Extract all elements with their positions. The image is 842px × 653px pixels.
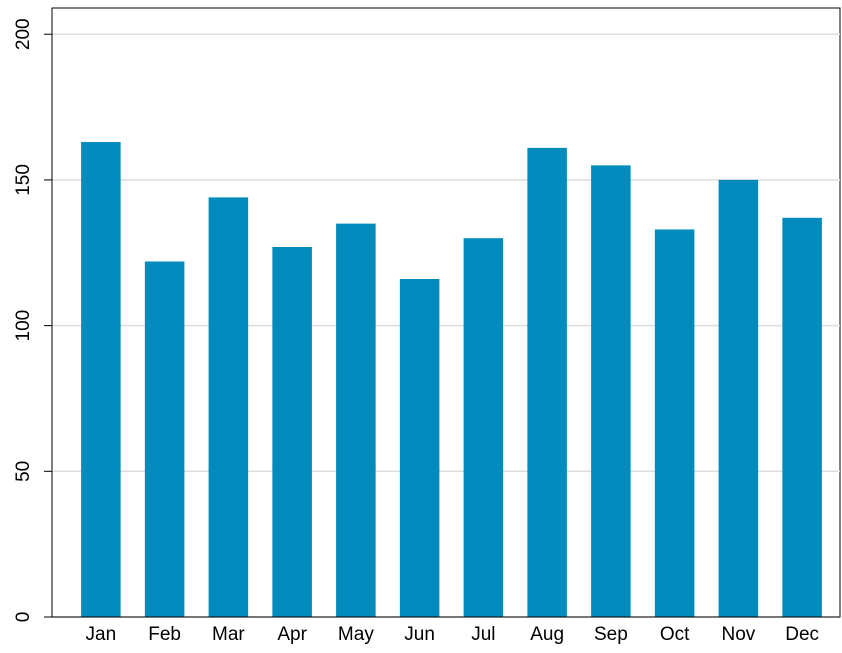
y-tick-label: 200 — [13, 18, 34, 50]
x-tick-label: Dec — [785, 624, 819, 645]
bar — [336, 223, 376, 617]
x-tick-label: Jun — [404, 624, 435, 645]
y-tick-label: 150 — [13, 164, 34, 196]
y-tick-label: 100 — [13, 310, 34, 342]
y-tick-label: 0 — [13, 612, 34, 623]
bar — [81, 142, 121, 618]
bar — [144, 261, 185, 617]
y-tick-label: 50 — [13, 461, 34, 482]
x-tick-label: Jan — [86, 624, 117, 645]
x-tick-label: Aug — [530, 624, 564, 645]
bar — [527, 147, 567, 617]
bar — [463, 238, 504, 617]
bar — [654, 229, 695, 618]
x-tick-label: Feb — [148, 624, 181, 645]
bar — [272, 246, 312, 617]
bar — [208, 197, 249, 617]
x-tick-label: Apr — [277, 624, 307, 645]
bar — [399, 278, 440, 617]
x-tick-label: Mar — [212, 624, 245, 645]
x-tick-label: Sep — [594, 624, 628, 645]
x-tick-label: Nov — [721, 624, 755, 645]
bar — [782, 217, 822, 617]
bar — [591, 165, 631, 617]
x-tick-label: May — [338, 624, 374, 645]
bar — [718, 179, 759, 618]
x-tick-label: Jul — [471, 624, 495, 645]
x-tick-label: Oct — [660, 624, 690, 645]
